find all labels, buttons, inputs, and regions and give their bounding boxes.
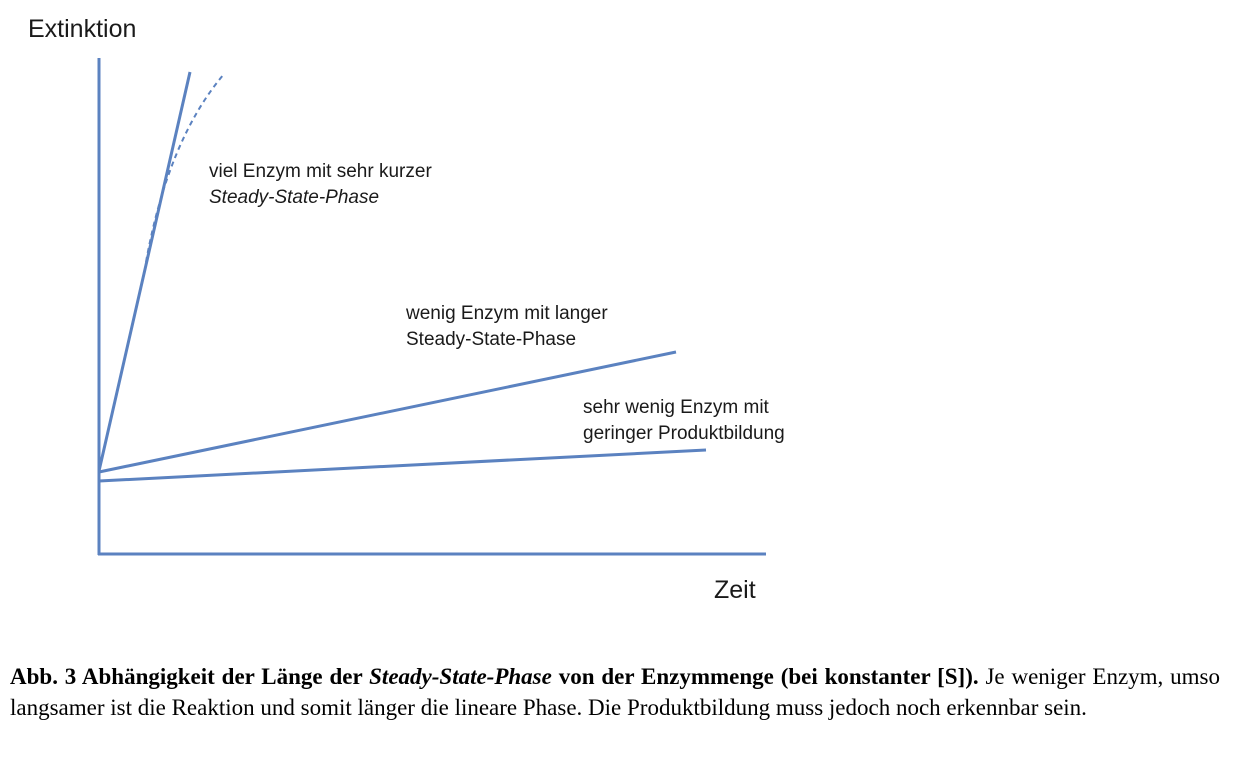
annotation-viel-enzym-line1: viel Enzym mit sehr kurzer (209, 161, 432, 182)
caption-title: Abb. 3 Abhängigkeit der Länge der Steady… (10, 664, 979, 689)
caption-bold-italic: Steady-State-Phase (369, 664, 552, 689)
x-axis-label: Zeit (714, 576, 756, 604)
series-line-sehr-wenig-enzym (98, 448, 707, 483)
caption-bold-suffix: von der Enzymmenge (bei konstanter [S]). (551, 664, 979, 689)
series-line-viel-enzym (97, 71, 192, 472)
y-axis-label: Extinktion (28, 15, 136, 43)
caption-body: Je weniger Enzym, umso langsamer ist die… (10, 664, 1221, 720)
annotation-sehr-wenig-enzym-line2: geringer Produktbildung (583, 423, 785, 444)
annotation-sehr-wenig-enzym-line1: sehr wenig Enzym mit (583, 397, 770, 418)
annotation-wenig-enzym-line2: Steady-State-Phase (406, 329, 576, 350)
annotation-viel-enzym-line2: Steady-State-Phase (209, 187, 379, 208)
caption-bold-prefix: Abb. 3 Abhängigkeit der Länge der (10, 664, 370, 689)
series-line-wenig-enzym (98, 350, 677, 474)
series-curve-dashed-viel-enzym (145, 73, 225, 263)
chart: Extinktion Zeit viel Enzym mit sehr kurz… (28, 15, 785, 604)
annotation-wenig-enzym-line1: wenig Enzym mit langer (405, 303, 608, 324)
figure-caption: Abb. 3 Abhängigkeit der Länge der Steady… (10, 661, 1220, 723)
